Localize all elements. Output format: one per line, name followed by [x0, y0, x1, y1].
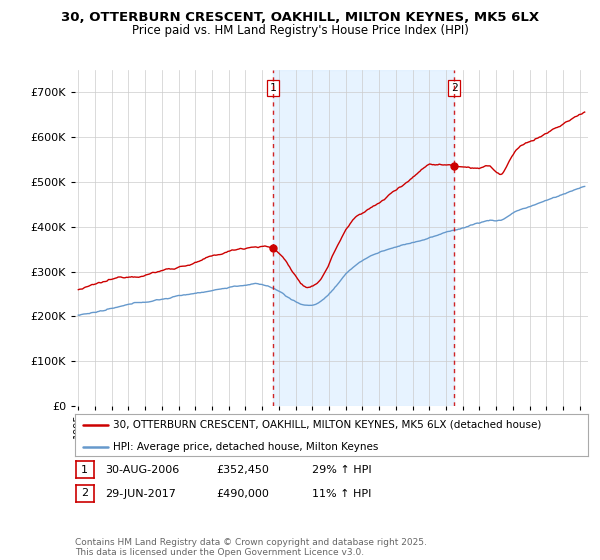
Text: 29-JUN-2017: 29-JUN-2017 — [105, 489, 176, 499]
Text: 30, OTTERBURN CRESCENT, OAKHILL, MILTON KEYNES, MK5 6LX: 30, OTTERBURN CRESCENT, OAKHILL, MILTON … — [61, 11, 539, 24]
Text: £490,000: £490,000 — [216, 489, 269, 499]
Text: 1: 1 — [81, 465, 88, 475]
Text: £352,450: £352,450 — [216, 465, 269, 475]
Text: 29% ↑ HPI: 29% ↑ HPI — [312, 465, 371, 475]
Text: 2: 2 — [451, 83, 458, 93]
Text: 30-AUG-2006: 30-AUG-2006 — [105, 465, 179, 475]
Text: Price paid vs. HM Land Registry's House Price Index (HPI): Price paid vs. HM Land Registry's House … — [131, 24, 469, 36]
Text: Contains HM Land Registry data © Crown copyright and database right 2025.
This d: Contains HM Land Registry data © Crown c… — [75, 538, 427, 557]
Text: 1: 1 — [270, 83, 277, 93]
Text: 30, OTTERBURN CRESCENT, OAKHILL, MILTON KEYNES, MK5 6LX (detached house): 30, OTTERBURN CRESCENT, OAKHILL, MILTON … — [113, 420, 542, 430]
Text: HPI: Average price, detached house, Milton Keynes: HPI: Average price, detached house, Milt… — [113, 442, 379, 452]
Bar — [273, 70, 454, 406]
Text: 2: 2 — [81, 488, 88, 498]
Text: 11% ↑ HPI: 11% ↑ HPI — [312, 489, 371, 499]
